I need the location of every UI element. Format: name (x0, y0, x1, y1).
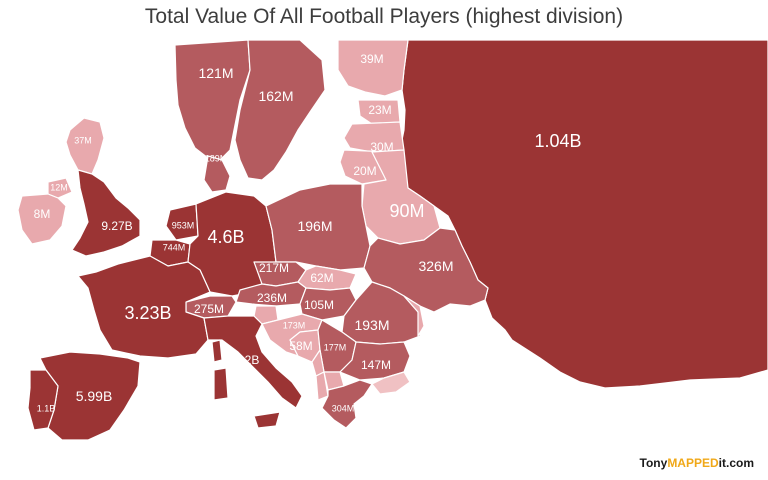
region-netherlands (165, 203, 199, 241)
label-austria: 236M (256, 291, 288, 305)
label-scotland: 37M (74, 135, 92, 146)
region-finland (337, 39, 409, 97)
label-england: 9.27B (101, 219, 133, 233)
label-estonia: 23M (368, 103, 392, 117)
label-sweden: 162M (258, 88, 294, 104)
region-england (71, 169, 141, 257)
label-france: 3.23B (124, 303, 172, 323)
label-switzerland: 275M (193, 302, 225, 316)
region-portugal (27, 369, 59, 431)
region-denmark (203, 155, 231, 193)
label-croatia: 173M (282, 320, 306, 331)
region-bulgaria (339, 341, 411, 381)
label-spain: 5.99B (75, 388, 113, 404)
label-hungary: 105M (303, 298, 335, 312)
region-sardinia (213, 367, 229, 401)
label-denmark: 189M (204, 153, 228, 164)
region-moldova (403, 295, 425, 337)
watermark-part1: Tony (639, 456, 668, 470)
map-title: Total Value Of All Football Players (hig… (144, 5, 624, 28)
region-france (77, 255, 211, 359)
region-sicily (253, 411, 281, 429)
label-bosnia: 58M (289, 339, 313, 353)
label-finland: 39M (360, 52, 384, 66)
label-portugal: 1.1B (36, 403, 56, 414)
label-slovakia: 62M (310, 271, 334, 285)
region-scotland (65, 117, 105, 175)
label-ireland: 8M (33, 207, 51, 221)
label-northern-ireland: 12M (50, 182, 68, 193)
region-greece (321, 379, 373, 429)
label-belarus: 90M (389, 201, 425, 221)
label-norway: 121M (198, 65, 234, 81)
region-sweden (234, 39, 326, 181)
region-russia (399, 39, 768, 389)
label-latvia: 30M (370, 140, 394, 154)
region-turkey (371, 371, 411, 395)
label-ukraine: 326M (418, 258, 454, 274)
region-italy (203, 315, 303, 409)
label-lithuania: 20M (353, 164, 377, 178)
label-germany: 4.6B (207, 227, 245, 247)
region-ireland (17, 193, 67, 245)
watermark-part2: MAPPED (667, 456, 719, 470)
label-netherlands: 953M (171, 220, 195, 231)
watermark: TonyMAPPEDit.com (640, 456, 754, 470)
label-romania: 193M (354, 317, 390, 333)
watermark-part3: it.com (718, 456, 754, 470)
label-italy: 5.2B (234, 353, 260, 367)
region-corsica (211, 339, 223, 363)
label-czech: 217M (258, 261, 290, 275)
label-serbia: 177M (323, 342, 347, 353)
label-bulgaria: 147M (360, 358, 392, 372)
label-russia: 1.04B (534, 131, 582, 151)
region-northern-ireland (47, 177, 73, 199)
label-greece: 304M (331, 403, 355, 414)
label-belgium: 744M (162, 242, 186, 253)
label-poland: 196M (297, 218, 333, 234)
